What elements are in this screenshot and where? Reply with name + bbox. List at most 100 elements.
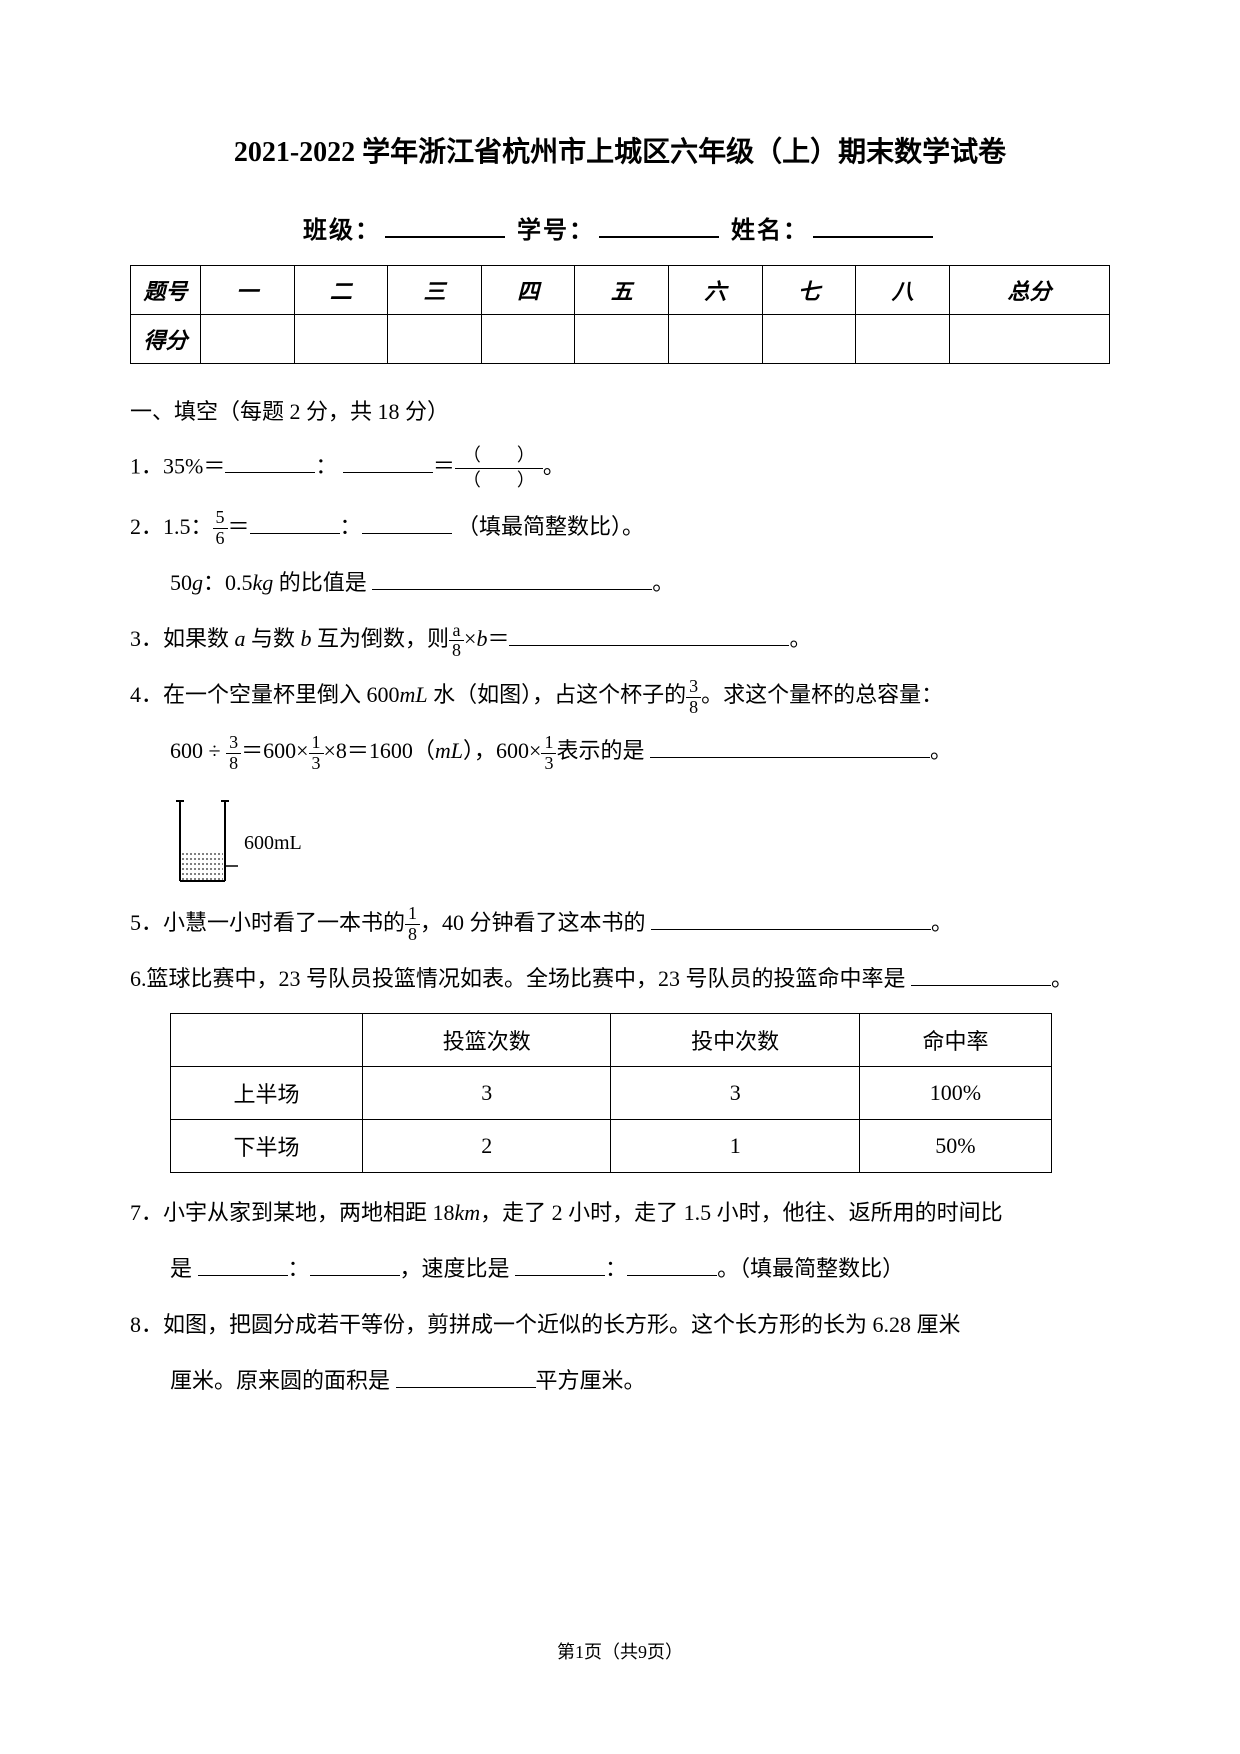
table-row: 题号 一 二 三 四 五 六 七 八 总分 xyxy=(131,266,1110,315)
table-row: 下半场 2 1 50% xyxy=(171,1119,1052,1172)
blank xyxy=(650,757,930,758)
var-a: a xyxy=(235,626,246,651)
basketball-table: 投篮次数 投中次数 命中率 上半场 3 3 100% 下半场 2 1 50% xyxy=(170,1013,1052,1173)
numerator: 3 xyxy=(686,677,701,698)
cell: 上半场 xyxy=(171,1066,363,1119)
text: （填最简整数比）。 xyxy=(452,514,645,539)
blank xyxy=(509,645,789,646)
score-table: 题号 一 二 三 四 五 六 七 八 总分 得分 xyxy=(130,265,1110,364)
text: ×8＝1600（ xyxy=(324,738,435,763)
section-1-header: 一、填空（每题 2 分，共 18 分） xyxy=(130,394,1110,426)
header-cell: 命中率 xyxy=(859,1013,1051,1066)
q2-prefix: 2．1.5： xyxy=(130,514,213,539)
table-row: 得分 xyxy=(131,315,1110,364)
question-8-line2: 厘米。原来圆的面积是 平方厘米。 xyxy=(130,1359,1110,1403)
score-cell xyxy=(856,315,950,364)
class-blank xyxy=(385,236,505,238)
cell: 3 xyxy=(363,1066,611,1119)
header-cell: 二 xyxy=(294,266,388,315)
period: 。 xyxy=(543,453,565,478)
unit-g: g xyxy=(192,570,203,595)
cell: 2 xyxy=(363,1119,611,1172)
period: 。 xyxy=(789,626,811,651)
cell: 1 xyxy=(611,1119,859,1172)
header-cell: 六 xyxy=(669,266,763,315)
blank xyxy=(225,472,315,473)
text: 50 xyxy=(170,570,192,595)
header-cell: 总分 xyxy=(949,266,1109,315)
text: 互为倒数，则 xyxy=(312,626,450,651)
header-cell: 四 xyxy=(481,266,575,315)
question-7: 7．小宇从家到某地，两地相距 18km，走了 2 小时，走了 1.5 小时，他往… xyxy=(130,1191,1110,1235)
question-7-line2: 是 ：，速度比是 ：。（填最简整数比） xyxy=(130,1247,1110,1291)
table-row: 投篮次数 投中次数 命中率 xyxy=(171,1013,1052,1066)
numerator: 5 xyxy=(213,508,228,529)
question-4-line2: 600 ÷ 38＝600×13×8＝1600（mL），600×13表示的是 。 xyxy=(130,729,1110,773)
denominator: （ ） xyxy=(455,469,543,493)
unit-km: km xyxy=(455,1200,481,1225)
numerator: a xyxy=(449,621,464,642)
denominator: 8 xyxy=(686,698,701,718)
question-2: 2．1.5：56＝ ： （填最简整数比）。 xyxy=(130,505,1110,549)
colon: ： xyxy=(605,1256,627,1281)
unit-kg: kg xyxy=(253,570,274,595)
text: 平方厘米。 xyxy=(536,1368,646,1393)
period: 。 xyxy=(652,570,674,595)
score-cell xyxy=(294,315,388,364)
text: ：0.5 xyxy=(203,570,253,595)
text: 6.篮球比赛中，23 号队员投篮情况如表。全场比赛中，23 号队员的投篮命中率是 xyxy=(130,966,911,991)
name-label: 姓名： xyxy=(731,218,809,244)
header-cell: 题号 xyxy=(131,266,201,315)
fraction-1-3: 13 xyxy=(541,733,556,774)
question-4: 4．在一个空量杯里倒入 600mL 水（如图），占这个杯子的38。求这个量杯的总… xyxy=(130,673,1110,717)
cell: 3 xyxy=(611,1066,859,1119)
question-6: 6.篮球比赛中，23 号队员投篮情况如表。全场比赛中，23 号队员的投篮命中率是… xyxy=(130,957,1110,1001)
text: 是 xyxy=(170,1256,198,1281)
blank xyxy=(198,1275,288,1276)
text: ＝ xyxy=(228,514,250,539)
score-cell xyxy=(388,315,482,364)
period: 。 xyxy=(931,910,953,935)
page-footer: 第1页（共9页） xyxy=(0,1638,1240,1664)
question-3: 3．如果数 a 与数 b 互为倒数，则a8×b＝。 xyxy=(130,617,1110,661)
blank xyxy=(627,1275,717,1276)
question-1: 1．35%＝： ＝（ ）（ ）。 xyxy=(130,444,1110,493)
text: 水（如图），占这个杯子的 xyxy=(428,682,687,707)
fraction-1-3: 13 xyxy=(309,733,324,774)
fraction-3-8: 38 xyxy=(686,677,701,718)
question-5: 5．小慧一小时看了一本书的18，40 分钟看了这本书的 。 xyxy=(130,901,1110,945)
cell: 50% xyxy=(859,1119,1051,1172)
q1-prefix: 1．35%＝ xyxy=(130,453,225,478)
blank xyxy=(310,1275,400,1276)
text: ），600× xyxy=(463,738,541,763)
denominator: 8 xyxy=(449,641,464,661)
text: 的比值是 xyxy=(273,570,372,595)
var-b: b xyxy=(301,626,312,651)
numerator: 1 xyxy=(309,733,324,754)
colon: ： xyxy=(340,514,362,539)
id-label: 学号： xyxy=(517,218,595,244)
denominator: 8 xyxy=(226,754,241,774)
name-blank xyxy=(813,236,933,238)
text: 与数 xyxy=(246,626,301,651)
period: 。 xyxy=(1051,966,1073,991)
text: × xyxy=(464,626,476,651)
blank xyxy=(362,533,452,534)
id-blank xyxy=(599,236,719,238)
blank xyxy=(250,533,340,534)
unit-ml: mL xyxy=(435,738,463,763)
equals: ＝ xyxy=(433,453,455,478)
unit-ml: mL xyxy=(400,682,428,707)
header-cell: 投篮次数 xyxy=(363,1013,611,1066)
cell: 下半场 xyxy=(171,1119,363,1172)
text: ，走了 2 小时，走了 1.5 小时，他往、返所用的时间比 xyxy=(480,1200,1003,1225)
var-b: b xyxy=(476,626,487,651)
text: 3．如果数 xyxy=(130,626,235,651)
numerator: 1 xyxy=(541,733,556,754)
header-cell: 五 xyxy=(575,266,669,315)
fraction-5-6: 56 xyxy=(213,508,228,549)
beaker-label: 600mL xyxy=(244,832,302,855)
beaker-figure: 600mL xyxy=(170,796,302,891)
denominator: 8 xyxy=(405,925,420,945)
row-label-cell: 得分 xyxy=(131,315,201,364)
